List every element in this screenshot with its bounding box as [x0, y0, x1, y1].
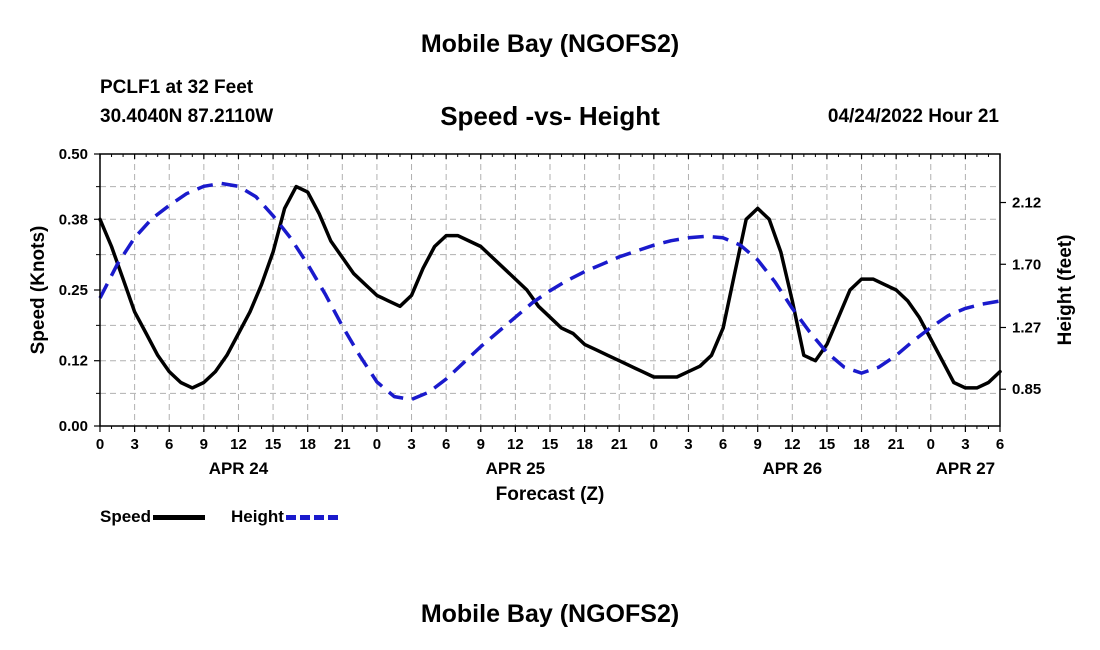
x-tick-label: 21 [611, 436, 628, 453]
legend-height: Height [231, 507, 338, 527]
series-lines [98, 181, 1002, 402]
y2-tick-label: 1.27 [1012, 319, 1041, 336]
x-tick-label: 18 [299, 436, 316, 453]
x-tick-label: 3 [961, 436, 969, 453]
x-tick-label: 9 [477, 436, 485, 453]
x-tick-label: 0 [927, 436, 935, 453]
x-tick-label: 15 [542, 436, 559, 453]
x-tick-label: 15 [265, 436, 282, 453]
x-tick-label: 6 [719, 436, 727, 453]
x-tick-label: 21 [888, 436, 905, 453]
legend-height-label: Height [231, 507, 284, 526]
x-tick-label: 9 [200, 436, 208, 453]
y2-axis-title: Height (feet) [1055, 235, 1076, 346]
x-tick-label: 12 [507, 436, 524, 453]
station-label: PCLF1 at 32 Feet [100, 77, 254, 98]
series-line-height [98, 181, 1001, 402]
y2-tick-label: 2.12 [1012, 195, 1041, 212]
x-tick-label: 18 [576, 436, 593, 453]
x-tick-label: 0 [96, 436, 104, 453]
x-tick-label: 6 [442, 436, 450, 453]
chart-title: Mobile Bay (NGOFS2) [420, 30, 680, 58]
x-tick-label: 15 [819, 436, 836, 453]
x-tick-label: 3 [130, 436, 138, 453]
x-tick-label: 6 [165, 436, 173, 453]
x-day-label: APR 27 [936, 459, 996, 478]
coordinates-label: 30.4040N 87.2110W [100, 106, 274, 127]
bottom-chart-title: Mobile Bay (NGOFS2) [420, 600, 680, 628]
grid [100, 154, 1000, 426]
axes: 0 3 6 9 12 15 18 21 0 3 6 9 12 15 18 21 0 3 6 9 12 15 18 21 0 3 6A… [28, 146, 1076, 505]
timestamp-label: 04/24/2022 Hour 21 [827, 106, 999, 127]
legend-speed: Speed [100, 507, 206, 527]
series-line-speed [98, 184, 1002, 390]
x-tick-label: 3 [684, 436, 692, 453]
y2-tick-label: 1.70 [1012, 256, 1041, 273]
legend-speed-swatch [153, 515, 206, 521]
x-axis-title: Forecast (Z) [496, 484, 605, 505]
x-tick-label: 21 [334, 436, 351, 453]
x-tick-label: 12 [230, 436, 247, 453]
x-tick-label: 0 [373, 436, 381, 453]
y-tick-label: 0.50 [59, 146, 88, 163]
x-tick-label: 3 [407, 436, 415, 453]
y-tick-label: 0.00 [59, 418, 88, 435]
chart-subtitle: Speed -vs- Height [440, 101, 660, 131]
x-day-label: APR 24 [209, 459, 269, 478]
legend-speed-label: Speed [100, 507, 152, 526]
x-day-label: APR 26 [763, 459, 823, 478]
y-tick-label: 0.12 [59, 353, 88, 370]
y-tick-label: 0.25 [59, 282, 88, 299]
y-tick-label: 0.38 [59, 211, 88, 228]
x-tick-label: 9 [754, 436, 762, 453]
y2-tick-label: 0.85 [1012, 381, 1041, 398]
x-tick-label: 0 [650, 436, 658, 453]
x-tick-label: 12 [784, 436, 801, 453]
legend-height-swatch [285, 515, 338, 521]
y-axis-title: Speed (Knots) [28, 226, 49, 355]
x-day-label: APR 25 [486, 459, 546, 478]
x-tick-label: 18 [853, 436, 870, 453]
x-tick-label: 6 [996, 436, 1004, 453]
